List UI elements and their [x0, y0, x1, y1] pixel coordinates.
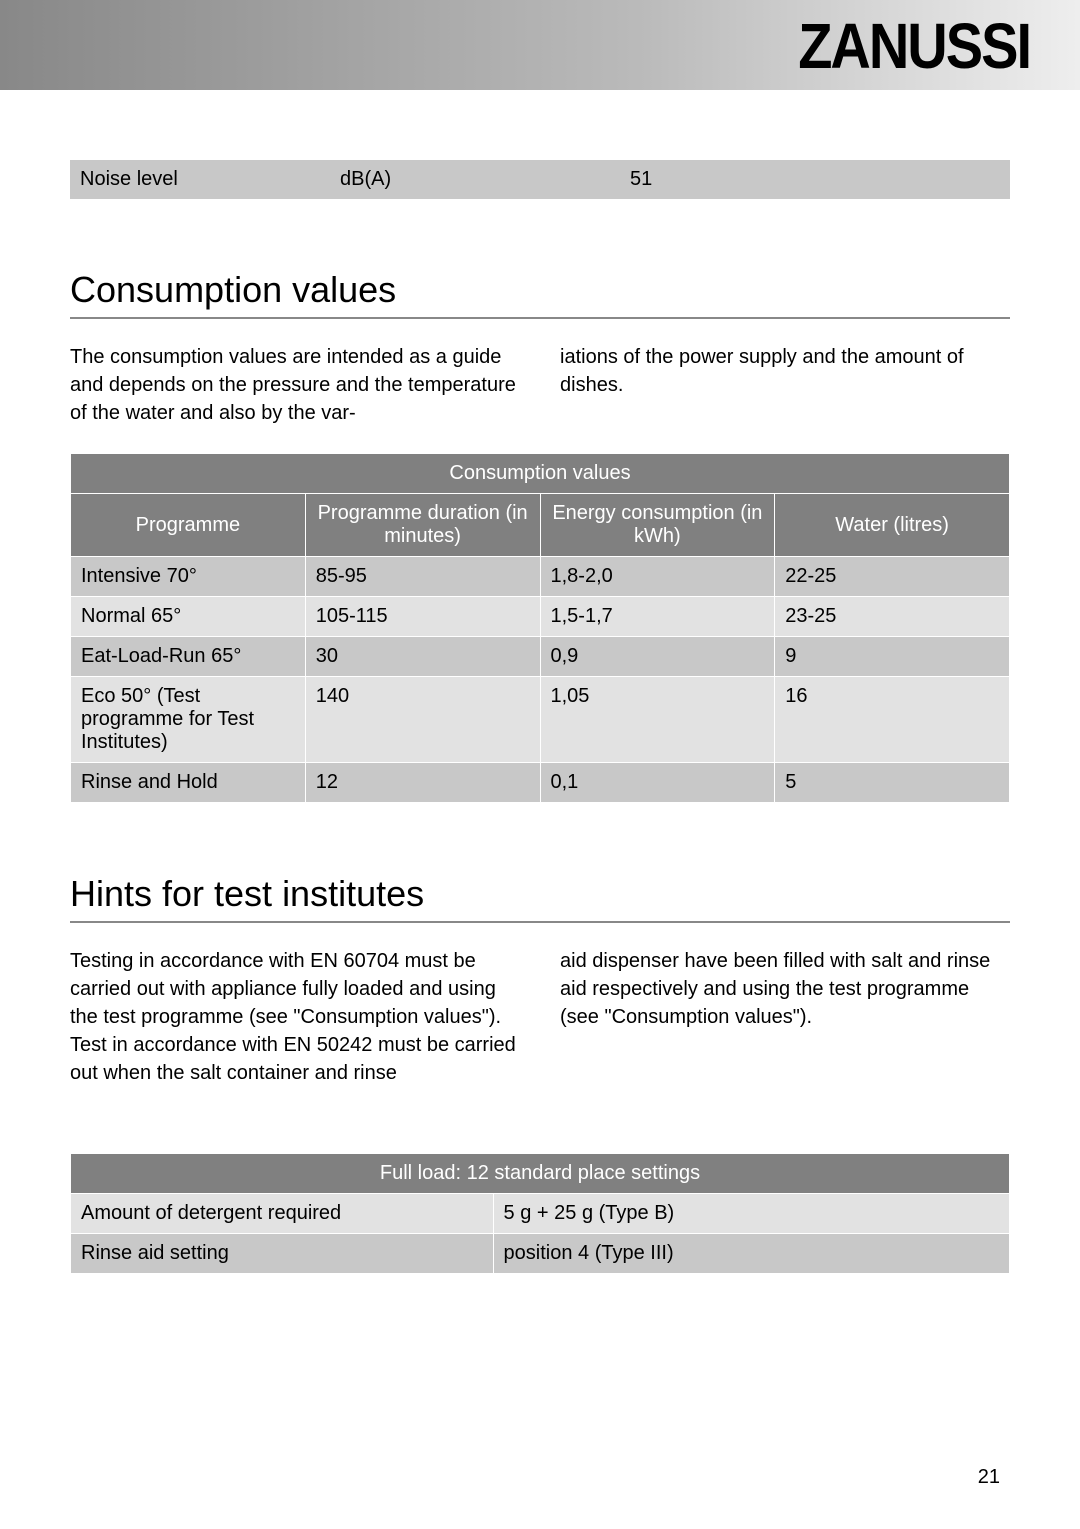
col-water: Water (litres) — [775, 494, 1010, 557]
hints-intro: Testing in accordance with EN 60704 must… — [70, 947, 1010, 1087]
test-table-header: Full load: 12 standard place settings — [71, 1154, 1010, 1194]
noise-label: Noise level — [70, 160, 330, 199]
table-super-header: Consumption values — [71, 454, 1010, 494]
hints-col-left: Testing in accordance with EN 60704 must… — [70, 947, 520, 1087]
table-row: Intensive 70° 85-95 1,8-2,0 22-25 — [71, 557, 1010, 597]
section-title-hints: Hints for test institutes — [70, 873, 1010, 923]
intro-col-right: iations of the power supply and the amou… — [560, 343, 1010, 427]
hints-col-right: aid dispenser have been filled with salt… — [560, 947, 1010, 1087]
noise-unit: dB(A) — [330, 160, 620, 199]
test-table: Full load: 12 standard place settings Am… — [70, 1153, 1010, 1274]
brand-logo: ZANUSSI — [798, 8, 1030, 83]
page-content: Noise level dB(A) 51 Consumption values … — [0, 90, 1080, 1274]
table-row: Eat-Load-Run 65° 30 0,9 9 — [71, 637, 1010, 677]
intro-col-left: The consumption values are intended as a… — [70, 343, 520, 427]
col-programme: Programme — [71, 494, 306, 557]
consumption-tbody: Intensive 70° 85-95 1,8-2,0 22-25 Normal… — [71, 557, 1010, 803]
consumption-intro: The consumption values are intended as a… — [70, 343, 1010, 427]
table-row: Normal 65° 105-115 1,5-1,7 23-25 — [71, 597, 1010, 637]
col-energy: Energy consumption (in kWh) — [540, 494, 775, 557]
table-row: Rinse and Hold 12 0,1 5 — [71, 763, 1010, 803]
table-row: Rinse aid setting position 4 (Type III) — [71, 1234, 1010, 1274]
page-number: 21 — [978, 1466, 1000, 1489]
table-row: Eco 50° (Test programme for Test Institu… — [71, 677, 1010, 763]
header-bar: ZANUSSI — [0, 0, 1080, 90]
consumption-table: Consumption values Programme Programme d… — [70, 453, 1010, 803]
col-duration: Programme duration (in minutes) — [305, 494, 540, 557]
noise-level-row: Noise level dB(A) 51 — [70, 160, 1010, 199]
noise-value: 51 — [620, 160, 1010, 199]
table-row: Amount of detergent required 5 g + 25 g … — [71, 1194, 1010, 1234]
section-title-consumption: Consumption values — [70, 269, 1010, 319]
